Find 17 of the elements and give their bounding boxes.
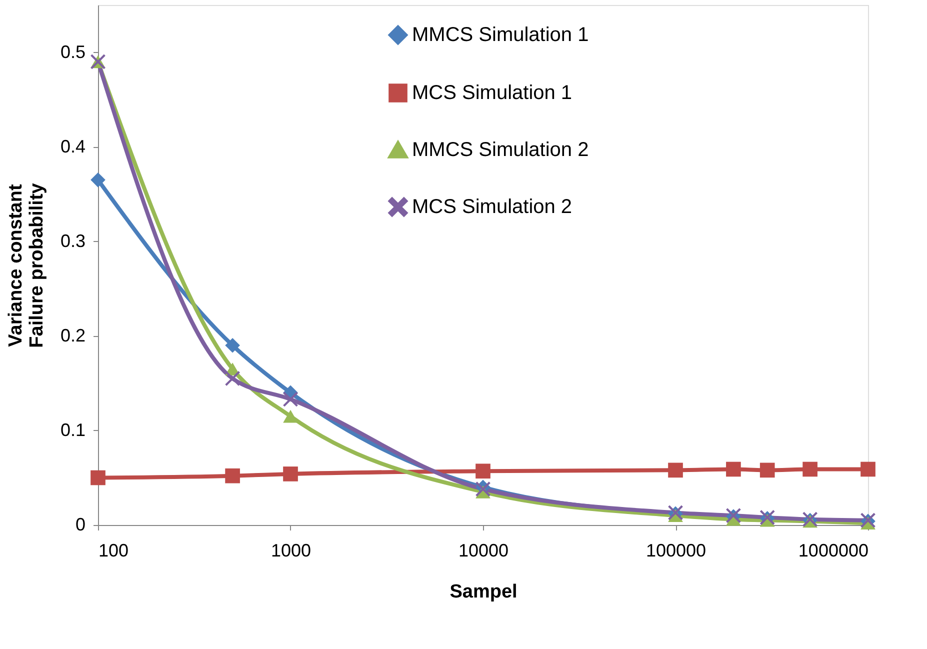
legend-label: MMCS Simulation 1	[412, 24, 589, 46]
x-axis-title: Sampel	[450, 582, 518, 602]
y-tick-label: 0.5	[60, 42, 86, 62]
legend-label: MCS Simulation 2	[412, 196, 572, 218]
y-tick-label: 0	[75, 514, 86, 534]
y-tick-label: 0.3	[60, 230, 86, 251]
legend-label: MMCS Simulation 2	[412, 139, 589, 161]
y-tick-label: 0.1	[60, 420, 86, 440]
x-tick-label: 1000000	[798, 540, 868, 560]
x-tick-label: 100	[98, 540, 129, 560]
y-axis-title: Variance constant Failure probability	[5, 182, 48, 348]
x-tick-label: 1000	[270, 540, 312, 560]
y-tick-label: 0.4	[60, 136, 86, 156]
legend-label: MCS Simulation 1	[412, 82, 572, 104]
y-tick-label: 0.2	[60, 325, 86, 346]
x-tick-label: 10000	[458, 540, 509, 560]
x-tick-label: 100000	[646, 540, 706, 560]
